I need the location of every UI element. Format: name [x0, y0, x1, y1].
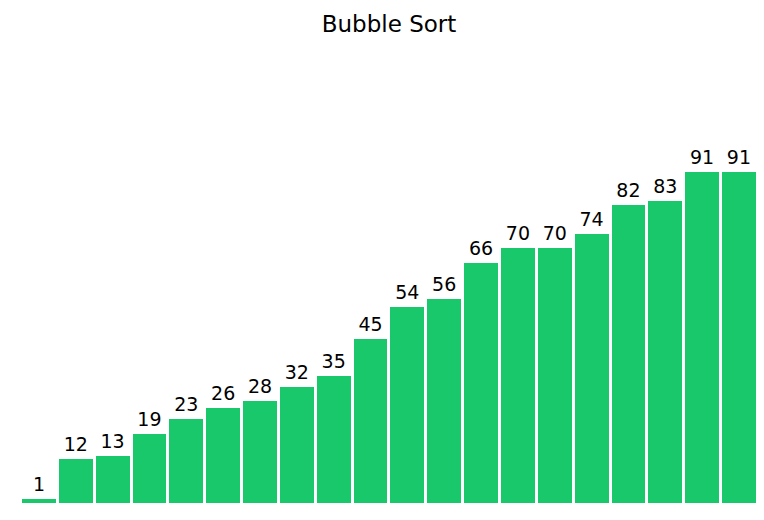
bar-column: 91 — [685, 148, 719, 503]
bar-column: 1 — [22, 475, 56, 503]
bar-column: 28 — [243, 377, 277, 503]
bar — [22, 499, 56, 503]
bar-column: 35 — [317, 352, 351, 503]
bar-column: 56 — [427, 275, 461, 503]
bar-value-label: 74 — [579, 210, 603, 229]
bar-value-label: 32 — [285, 363, 309, 382]
bar — [96, 456, 130, 503]
bar — [206, 408, 240, 503]
bar-column: 19 — [133, 410, 167, 503]
bar-value-label: 12 — [64, 435, 88, 454]
bar — [648, 201, 682, 503]
bar-column: 32 — [280, 363, 314, 503]
bar — [464, 263, 498, 503]
bar-value-label: 83 — [653, 177, 677, 196]
bar — [538, 248, 572, 503]
bar — [354, 339, 388, 503]
bar — [501, 248, 535, 503]
bar — [133, 434, 167, 503]
bar-column: 26 — [206, 384, 240, 503]
bar — [280, 387, 314, 503]
bar-plot: 1 12 13 19 23 26 28 32 35 45 54 56 66 70 70 74 82 83 91 91 — [22, 148, 756, 503]
bar-value-label: 82 — [616, 181, 640, 200]
bar-column: 45 — [354, 315, 388, 503]
bar — [243, 401, 277, 503]
bar — [59, 459, 93, 503]
bar-value-label: 66 — [469, 239, 493, 258]
bar-column: 70 — [538, 224, 572, 503]
bar-value-label: 70 — [506, 224, 530, 243]
bar-column: 74 — [575, 210, 609, 503]
bar-value-label: 91 — [727, 148, 751, 167]
bar-value-label: 56 — [432, 275, 456, 294]
bar-value-label: 45 — [358, 315, 382, 334]
bar — [390, 307, 424, 503]
bar-column: 83 — [648, 177, 682, 503]
bar-column: 91 — [722, 148, 756, 503]
bar-column: 82 — [612, 181, 646, 503]
bar-value-label: 70 — [543, 224, 567, 243]
bar-column: 13 — [96, 432, 130, 503]
bar-value-label: 26 — [211, 384, 235, 403]
bar — [427, 299, 461, 503]
bar — [685, 172, 719, 503]
bar-value-label: 1 — [33, 475, 45, 494]
bar-value-label: 35 — [322, 352, 346, 371]
bar — [575, 234, 609, 503]
bar-column: 70 — [501, 224, 535, 503]
bar-value-label: 23 — [174, 395, 198, 414]
bar-column: 54 — [390, 283, 424, 503]
bar — [722, 172, 756, 503]
chart-title: Bubble Sort — [22, 12, 756, 37]
bar-column: 23 — [169, 395, 203, 503]
bar-value-label: 91 — [690, 148, 714, 167]
bubble-sort-chart: Bubble Sort 1 12 13 19 23 26 28 32 35 45 54 56 66 70 7… — [0, 0, 764, 520]
bar-value-label: 54 — [395, 283, 419, 302]
bar-column: 66 — [464, 239, 498, 503]
bar-column: 12 — [59, 435, 93, 503]
bar — [317, 376, 351, 503]
bar-value-label: 13 — [101, 432, 125, 451]
bar — [169, 419, 203, 503]
bar — [612, 205, 646, 503]
bar-value-label: 19 — [137, 410, 161, 429]
bar-value-label: 28 — [248, 377, 272, 396]
